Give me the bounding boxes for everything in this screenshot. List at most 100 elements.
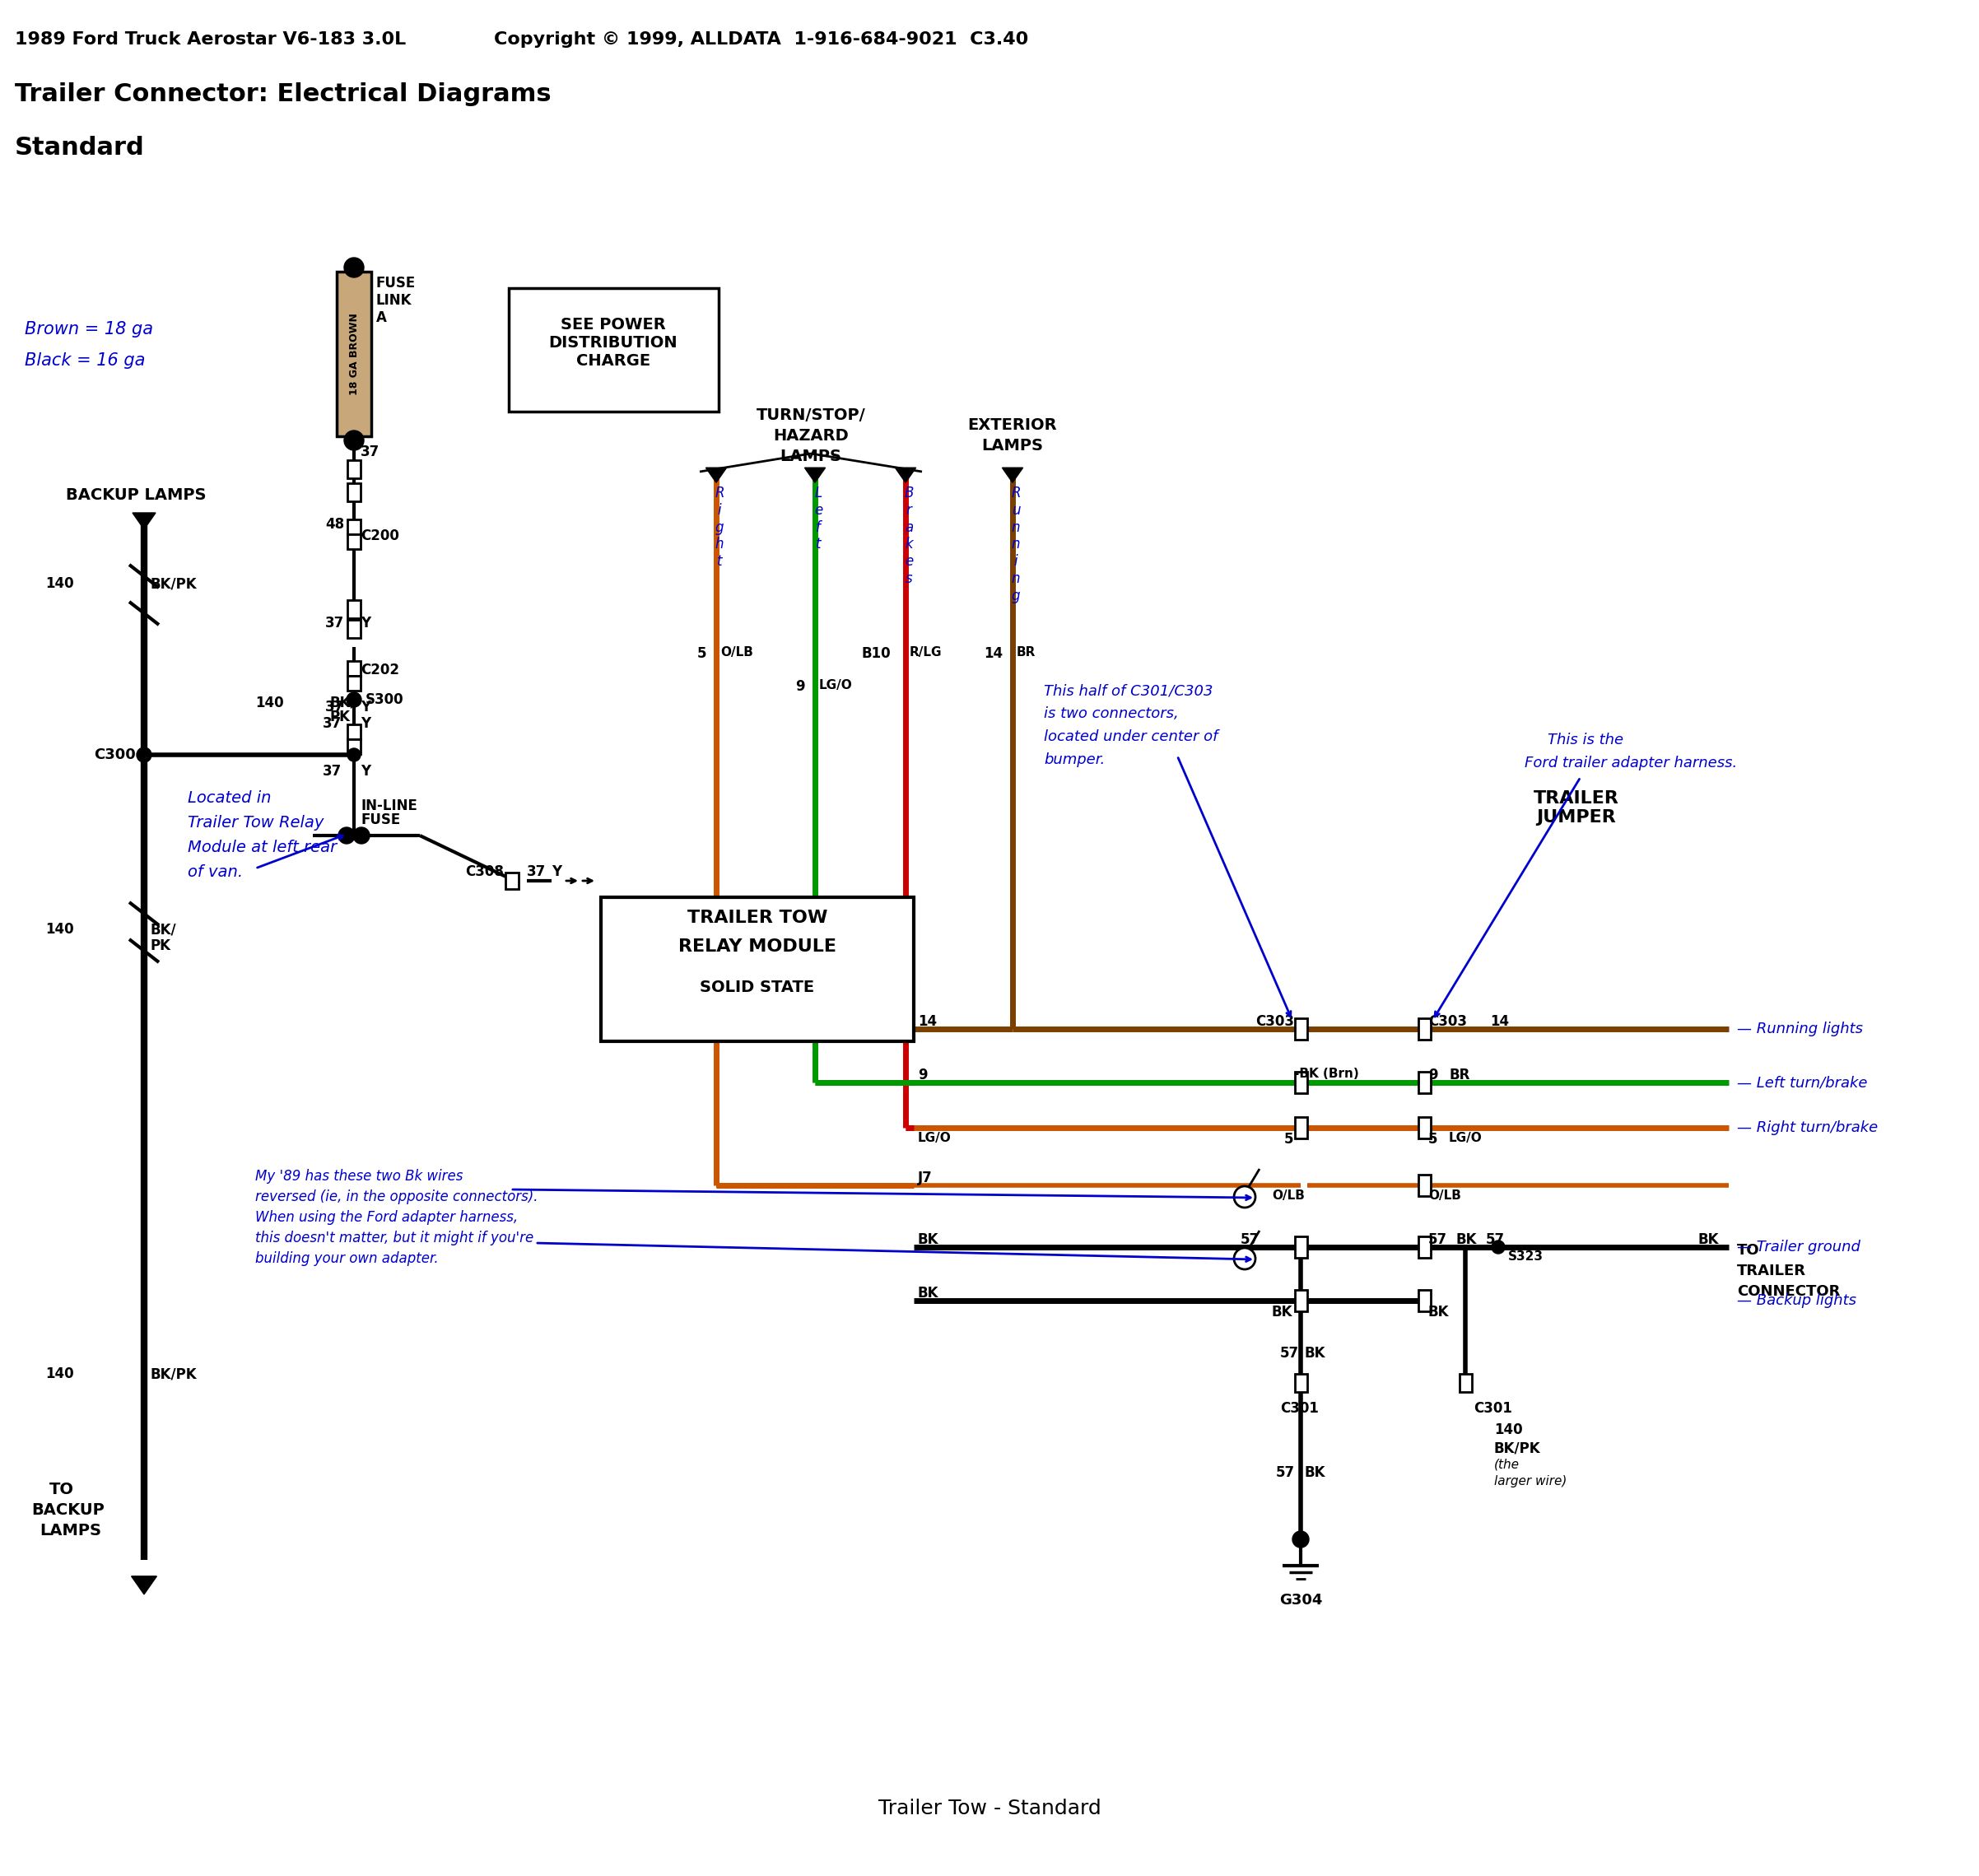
Text: — Backup lights: — Backup lights: [1738, 1293, 1856, 1308]
Text: — Trailer ground: — Trailer ground: [1738, 1240, 1860, 1255]
Text: 37: 37: [325, 615, 344, 630]
Bar: [1294, 1236, 1308, 1257]
Circle shape: [1492, 1240, 1504, 1253]
Text: TURN/STOP/: TURN/STOP/: [756, 407, 865, 424]
Text: L
e
f
t: L e f t: [813, 486, 823, 552]
Text: — Right turn/brake: — Right turn/brake: [1738, 1120, 1878, 1135]
Text: 9: 9: [796, 679, 805, 694]
Text: TRAILER: TRAILER: [1738, 1264, 1807, 1278]
Text: EXTERIOR: EXTERIOR: [968, 416, 1057, 433]
Text: S300: S300: [366, 692, 404, 707]
Bar: [1419, 1071, 1431, 1094]
Text: Trailer Tow Relay: Trailer Tow Relay: [188, 814, 325, 831]
Text: PK: PK: [329, 709, 350, 724]
Bar: [505, 872, 518, 889]
Polygon shape: [131, 1576, 156, 1595]
Text: — Left turn/brake: — Left turn/brake: [1738, 1075, 1868, 1090]
Text: Y: Y: [360, 615, 370, 630]
Bar: [509, 289, 718, 411]
Text: BK: BK: [918, 1233, 938, 1248]
Text: 140: 140: [46, 921, 73, 936]
Text: 18 GA BROWN: 18 GA BROWN: [348, 313, 360, 396]
Text: Y: Y: [360, 764, 370, 779]
Text: 37: 37: [526, 865, 546, 880]
Text: 57: 57: [1280, 1345, 1298, 1360]
Text: building your own adapter.: building your own adapter.: [255, 1251, 439, 1266]
Bar: [336, 272, 372, 437]
Text: 57: 57: [1241, 1233, 1259, 1248]
Text: C300: C300: [95, 747, 137, 762]
Bar: [348, 739, 360, 754]
Text: Module at left rear: Module at left rear: [188, 840, 336, 855]
Text: of van.: of van.: [188, 865, 243, 880]
Text: 140: 140: [255, 696, 285, 711]
Text: FUSE: FUSE: [360, 812, 400, 827]
Text: RELAY MODULE: RELAY MODULE: [679, 938, 837, 955]
Text: C303: C303: [1255, 1015, 1294, 1028]
Text: TRAILER
JUMPER: TRAILER JUMPER: [1534, 790, 1619, 825]
Polygon shape: [707, 467, 726, 482]
Text: 140: 140: [46, 1366, 73, 1381]
Circle shape: [344, 430, 364, 450]
Circle shape: [348, 749, 360, 762]
Bar: [602, 897, 914, 1041]
Text: C308: C308: [465, 865, 505, 880]
Text: bumper.: bumper.: [1043, 752, 1104, 767]
Text: (the: (the: [1494, 1460, 1520, 1471]
Text: LG/O: LG/O: [918, 1131, 952, 1144]
Text: O/LB: O/LB: [1272, 1189, 1304, 1203]
Text: BK: BK: [918, 1285, 938, 1300]
Text: SEE POWER
DISTRIBUTION
CHARGE: SEE POWER DISTRIBUTION CHARGE: [548, 317, 677, 370]
Text: BK: BK: [1429, 1304, 1449, 1319]
Circle shape: [346, 692, 362, 707]
Text: BK/PK: BK/PK: [150, 576, 198, 591]
Bar: [1294, 1291, 1308, 1311]
Text: Trailer Tow - Standard: Trailer Tow - Standard: [879, 1799, 1100, 1818]
Bar: [1294, 1373, 1308, 1392]
Text: 57: 57: [1486, 1233, 1504, 1248]
Text: TRAILER TOW: TRAILER TOW: [687, 910, 827, 927]
Text: C301: C301: [1474, 1401, 1512, 1416]
Bar: [1294, 1019, 1308, 1039]
Text: Brown = 18 ga: Brown = 18 ga: [24, 321, 152, 338]
Text: My '89 has these two Bk wires: My '89 has these two Bk wires: [255, 1169, 463, 1184]
Circle shape: [1292, 1531, 1308, 1548]
Text: 37: 37: [360, 445, 380, 460]
Text: is two connectors,: is two connectors,: [1043, 705, 1179, 720]
Text: BR: BR: [1449, 1067, 1470, 1082]
Text: Copyright © 1999, ALLDATA  1-916-684-9021  C3.40: Copyright © 1999, ALLDATA 1-916-684-9021…: [495, 32, 1029, 47]
Text: BK/PK: BK/PK: [150, 1366, 198, 1381]
Text: C202: C202: [360, 662, 400, 677]
Text: O/LB: O/LB: [1429, 1189, 1461, 1203]
Text: BK: BK: [1304, 1345, 1326, 1360]
Bar: [348, 460, 360, 478]
Bar: [348, 520, 360, 535]
Bar: [1294, 1071, 1308, 1094]
Text: BK: BK: [1455, 1233, 1476, 1248]
Bar: [1294, 1116, 1308, 1139]
Polygon shape: [133, 512, 156, 529]
Text: 14: 14: [1490, 1015, 1510, 1028]
Polygon shape: [805, 467, 825, 482]
Text: BK: BK: [1272, 1304, 1292, 1319]
Text: BK: BK: [1698, 1233, 1718, 1248]
Text: LAMPS: LAMPS: [982, 437, 1043, 454]
Bar: [348, 724, 360, 739]
Bar: [348, 600, 360, 619]
Polygon shape: [895, 467, 916, 482]
Circle shape: [137, 747, 152, 762]
Bar: [348, 619, 360, 638]
Text: S323: S323: [1508, 1251, 1544, 1263]
Text: O/LB: O/LB: [720, 645, 754, 658]
Text: Y: Y: [552, 865, 562, 880]
Bar: [1419, 1236, 1431, 1257]
Text: BK/: BK/: [329, 696, 356, 711]
Bar: [1419, 1291, 1431, 1311]
Text: 57: 57: [1429, 1233, 1447, 1248]
Text: This is the: This is the: [1548, 734, 1623, 747]
Text: BK/PK: BK/PK: [1494, 1441, 1542, 1456]
Text: 5: 5: [697, 645, 707, 660]
Text: — Running lights: — Running lights: [1738, 1022, 1862, 1036]
Text: R/LG: R/LG: [910, 645, 942, 658]
Text: -BK (Brn): -BK (Brn): [1294, 1067, 1360, 1081]
